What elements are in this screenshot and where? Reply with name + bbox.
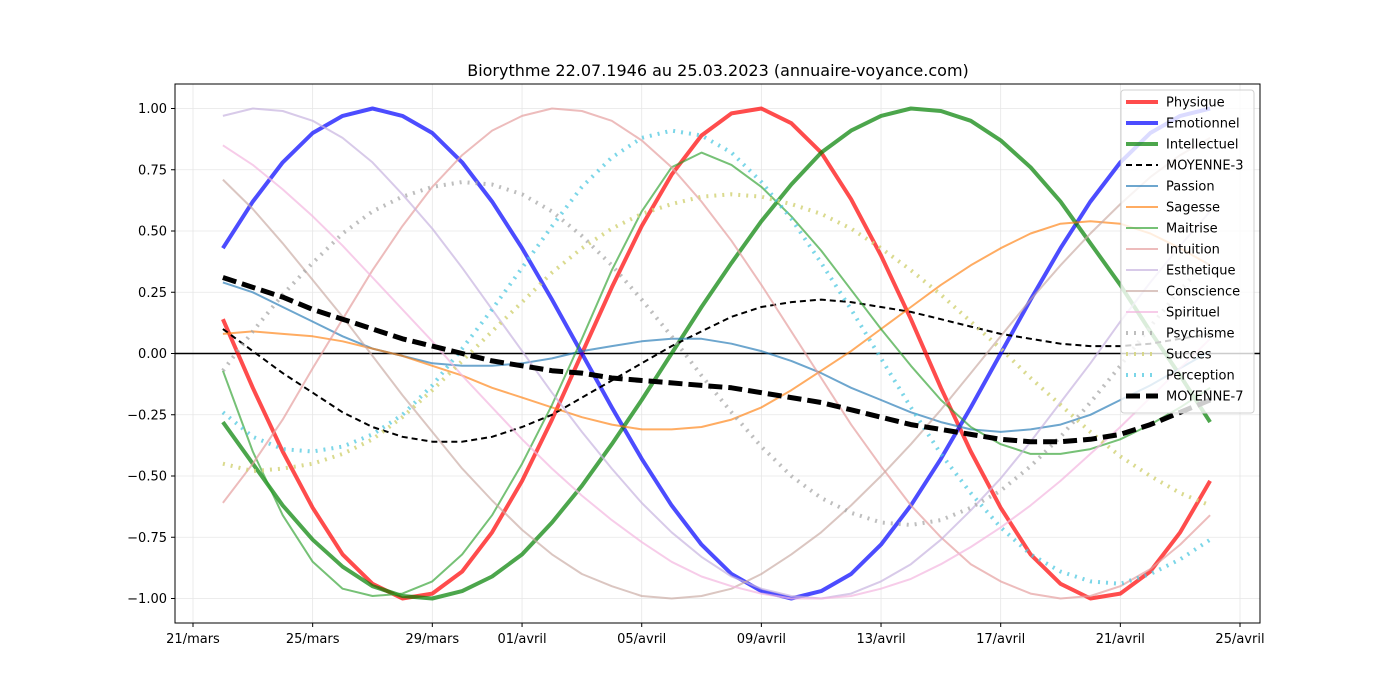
chart-title: Biorythme 22.07.1946 au 25.03.2023 (annu… <box>467 61 969 80</box>
y-tick-label: −0.50 <box>127 470 167 485</box>
x-tick-label: 09/avril <box>737 632 786 647</box>
series-lines <box>221 106 1212 601</box>
y-tick-label: 0.00 <box>138 347 167 362</box>
series-line-intellectuel <box>221 106 1212 601</box>
legend-label: Sagesse <box>1166 201 1220 216</box>
y-tick-label: 0.25 <box>138 286 167 301</box>
x-tick-label: 01/avril <box>497 632 546 647</box>
x-tick-label: 21/mars <box>166 632 220 647</box>
series-line-perception <box>221 128 1212 586</box>
series-line-passion <box>222 281 1211 433</box>
series-line-emotionnel <box>221 106 1211 601</box>
legend-label: Maitrise <box>1166 222 1218 237</box>
y-axis-ticks: −1.00 −0.75 −0.50 −0.25 0.00 0.25 0.50 0.75 1.00 <box>127 102 175 607</box>
x-tick-label: 17/avril <box>976 632 1025 647</box>
series-line-intuition <box>222 107 1211 600</box>
y-tick-label: −0.25 <box>127 408 167 423</box>
y-tick-label: 1.00 <box>138 102 167 117</box>
legend-label: MOYENNE-7 <box>1166 390 1244 405</box>
series-line-moyenne-7 <box>222 275 1212 445</box>
series-line-conscience <box>222 137 1211 600</box>
legend: Physique Emotionnel Intellectuel MOYENNE-3 P… <box>1120 89 1255 414</box>
x-tick-label: 25/mars <box>286 632 340 647</box>
series-line-succes <box>222 192 1211 508</box>
x-tick-label: 25/avril <box>1215 632 1264 647</box>
legend-box <box>1120 89 1255 414</box>
legend-label: MOYENNE-3 <box>1166 159 1244 174</box>
y-tick-label: 0.50 <box>138 225 167 240</box>
x-tick-label: 29/mars <box>405 632 459 647</box>
series-line-psychisme <box>221 180 1212 527</box>
legend-label: Physique <box>1166 96 1225 111</box>
y-tick-label: 0.75 <box>138 163 167 178</box>
legend-label: Psychisme <box>1166 327 1235 342</box>
grid-lines <box>175 84 1260 623</box>
legend-label: Emotionnel <box>1166 117 1240 132</box>
legend-label: Succes <box>1166 348 1212 363</box>
legend-label: Passion <box>1166 180 1215 195</box>
x-axis-ticks: 21/mars 25/mars 29/mars 01/avril 05/avril 09/… <box>166 623 1265 647</box>
legend-label: Esthetique <box>1166 264 1236 279</box>
series-line-esthetique <box>222 107 1211 600</box>
x-tick-label: 13/avril <box>856 632 905 647</box>
x-tick-label: 21/avril <box>1096 632 1145 647</box>
legend-label: Conscience <box>1166 285 1240 300</box>
series-line-sagesse <box>222 220 1211 431</box>
legend-label: Spirituel <box>1166 306 1220 321</box>
x-tick-label: 05/avril <box>617 632 666 647</box>
legend-label: Intuition <box>1166 243 1220 258</box>
legend-label: Perception <box>1166 369 1235 384</box>
series-line-moyenne-3 <box>222 298 1211 443</box>
series-line-maitrise <box>221 151 1211 597</box>
y-tick-label: −0.75 <box>127 531 167 546</box>
y-tick-label: −1.00 <box>127 592 167 607</box>
legend-label: Intellectuel <box>1166 138 1238 153</box>
series-line-spirituel <box>222 144 1211 600</box>
